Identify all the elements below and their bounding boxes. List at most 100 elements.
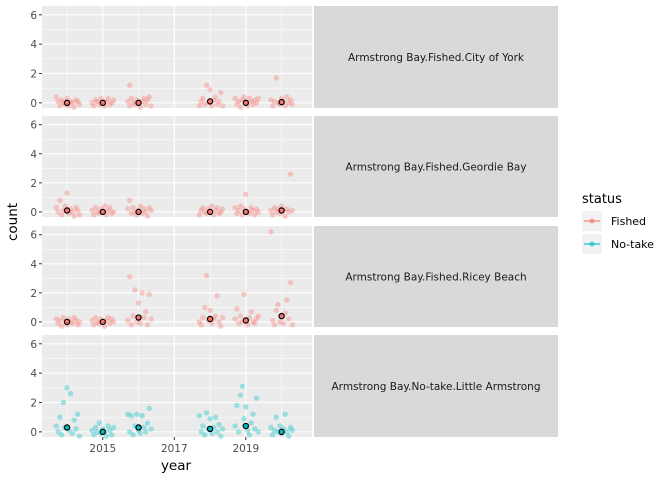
data-point [96,420,102,426]
data-point [141,95,147,102]
data-point [137,320,144,327]
data-point [53,94,60,100]
data-point [146,405,152,412]
data-point [69,430,76,437]
mean-point [99,99,106,107]
data-point [134,411,140,417]
data-point [58,97,65,103]
data-point [91,432,97,438]
mean-point [63,424,71,431]
data-point [196,413,203,419]
data-point [60,314,67,321]
data-point [126,82,133,88]
panel-background [42,6,312,108]
facet-strip [314,116,558,217]
mean-point [99,208,106,216]
facet-strip-label: Armstrong Bay.No-take.Little Armstrong [332,381,541,393]
data-point [243,404,249,410]
data-point [143,309,149,315]
mean-point [63,207,71,214]
data-point [212,414,219,420]
data-point [275,301,281,308]
data-point [287,424,294,431]
data-point [105,207,111,214]
data-point [92,424,99,431]
mean-point [206,208,214,216]
data-point [269,432,276,438]
data-point [284,429,290,435]
data-point [207,86,213,93]
data-point [268,229,274,235]
data-point [273,209,279,215]
data-point [216,210,222,217]
data-point [277,423,283,429]
data-point [268,97,274,103]
facet-strip-label: Armstrong Bay.Fished.Geordie Bay [345,162,526,174]
data-point [286,100,292,106]
data-point [143,101,149,108]
data-point [89,317,95,324]
x-tick-label: 2019 [232,443,259,455]
data-point [252,212,258,218]
facet-strip-label: Armstrong Bay.Fished.City of York [348,52,525,64]
data-point [203,82,210,88]
data-point [198,429,204,435]
data-point [235,207,242,214]
data-point [277,319,283,325]
data-point [144,322,151,328]
data-point [73,426,79,432]
y-tick-label: 2 [30,398,37,410]
mean-point [63,318,71,326]
data-point [144,97,151,103]
data-point [132,287,138,293]
data-point [146,291,152,298]
mean-point [135,424,142,431]
data-point [55,209,61,215]
y-tick-label: 0 [30,207,37,219]
data-point [71,213,77,219]
data-point [273,75,279,81]
data-point [253,316,260,322]
data-point [57,197,63,203]
facet-strip-label: Armstrong Bay.Fished.Ricey Beach [345,272,526,284]
data-point [234,101,240,108]
data-point [246,95,253,102]
data-point [202,209,208,215]
data-point [212,94,219,100]
data-point [248,98,254,105]
legend-point [589,241,595,247]
data-point [216,319,222,325]
data-point [253,100,260,106]
data-point [287,97,294,103]
data-point [287,279,294,286]
data-point [252,97,258,103]
data-point [250,207,256,214]
data-point [232,204,238,211]
data-point [271,98,278,105]
data-point [92,204,99,211]
data-point [282,411,288,417]
data-point [203,272,210,279]
data-point [209,203,215,209]
data-point [55,429,61,435]
data-point [202,304,208,311]
mean-point [278,98,285,106]
data-point [196,103,203,109]
data-point [235,98,242,105]
data-point [128,95,135,102]
data-point [212,313,219,319]
data-point [125,317,131,324]
legend-label: No-take [611,238,654,251]
data-point [58,432,65,438]
data-point [219,426,226,432]
data-point [137,203,144,209]
data-point [146,94,152,100]
data-point [57,103,63,109]
data-point [252,426,258,432]
data-point [148,426,154,432]
data-point [125,98,131,105]
data-point [250,101,256,108]
data-point [141,206,147,212]
data-point [198,207,204,214]
